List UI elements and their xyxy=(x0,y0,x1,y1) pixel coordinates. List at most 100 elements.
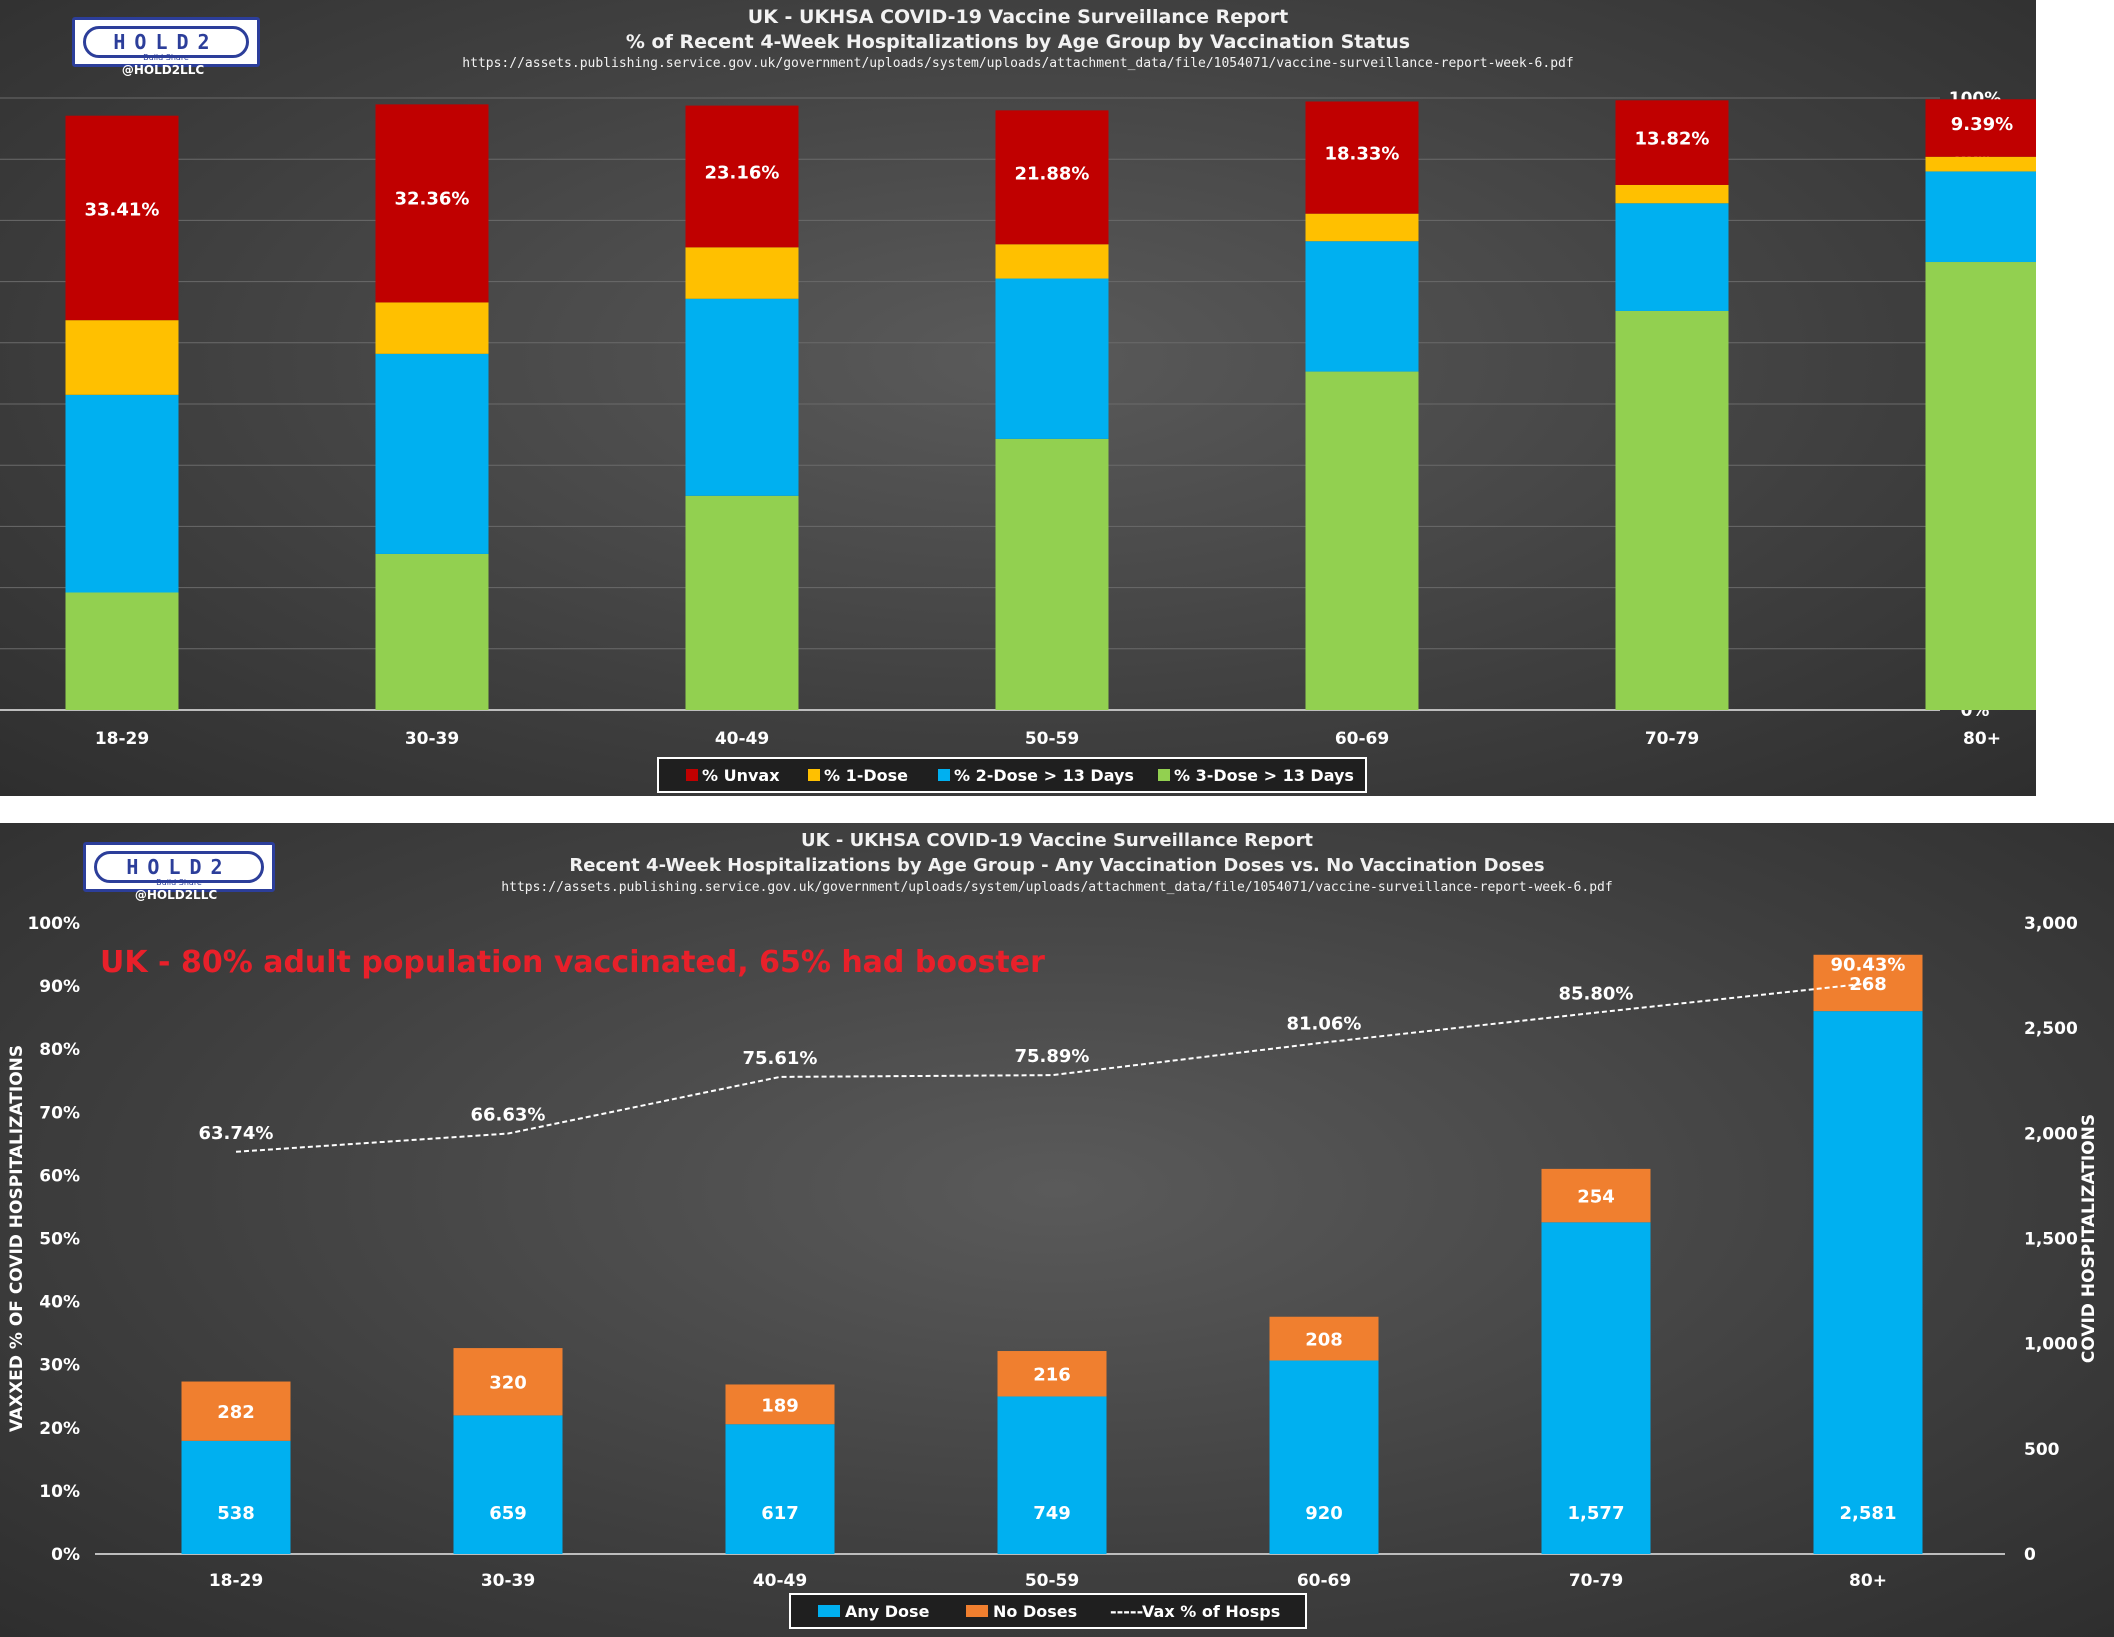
bar-segment xyxy=(375,353,489,554)
line-series-vax-percent xyxy=(235,982,1869,1153)
legend-swatch xyxy=(938,769,950,781)
data-label: 9.39% xyxy=(1951,114,2013,135)
stacked-bar-chart: 0%10%20%30%40%50%60%70%80%90%100%33.41%1… xyxy=(0,89,2036,793)
bar-segment-no-doses xyxy=(181,1381,291,1441)
bar-segment xyxy=(65,394,179,593)
bar-segment-no-doses xyxy=(1813,954,1923,1012)
legend-label: -----Vax % of Hosps xyxy=(1110,1602,1280,1621)
bar-segment xyxy=(995,244,1109,279)
logo-handle: @HOLD2LLC xyxy=(134,888,218,902)
bar-segment xyxy=(1615,100,1729,185)
y-right-tick-label: 500 xyxy=(2024,1440,2060,1460)
legend-label: Any Dose xyxy=(845,1602,930,1621)
data-label-any-dose: 659 xyxy=(489,1503,527,1524)
bar-segment-no-doses xyxy=(1541,1168,1651,1223)
data-label-any-dose: 920 xyxy=(1305,1503,1343,1524)
data-label: 18.33% xyxy=(1325,144,1400,165)
data-label-any-dose: 538 xyxy=(217,1503,255,1524)
legend-swatch xyxy=(686,769,698,781)
bar-segment xyxy=(65,592,179,710)
bar-segment xyxy=(375,553,489,710)
logo-handle: @HOLD2LLC xyxy=(121,63,205,77)
bar-segment xyxy=(1925,156,2036,172)
data-label: 13.82% xyxy=(1635,129,1710,150)
bar-segment xyxy=(375,104,489,303)
data-label-any-dose: 749 xyxy=(1033,1503,1071,1524)
bar-segment-no-doses xyxy=(725,1384,835,1425)
line-data-label: 63.74% xyxy=(199,1123,274,1144)
x-tick-label: 50-59 xyxy=(1025,1571,1079,1591)
line-data-label: 85.80% xyxy=(1559,984,1634,1005)
y-right-tick-label: 1,000 xyxy=(2024,1335,2078,1355)
bar-segment xyxy=(1305,241,1419,372)
x-tick-label: 50-59 xyxy=(1025,729,1079,749)
data-label-no-doses: 189 xyxy=(761,1395,799,1416)
legend-label: % 3-Dose > 13 Days xyxy=(1174,766,1354,785)
line-data-label: 66.63% xyxy=(471,1105,546,1126)
bar-segment xyxy=(1305,101,1419,214)
bar-segment-any-dose xyxy=(1541,1222,1651,1554)
y-right-tick-label: 1,500 xyxy=(2024,1230,2078,1250)
bar-segment xyxy=(1925,262,2036,710)
y-right-tick-label: 2,500 xyxy=(2024,1019,2078,1039)
legend-label: % Unvax xyxy=(702,766,780,785)
data-label-no-doses: 216 xyxy=(1033,1365,1071,1386)
x-tick-label: 30-39 xyxy=(481,1571,535,1591)
legend-box xyxy=(657,757,1367,793)
data-label-no-doses: 268 xyxy=(1849,974,1887,995)
bar-segment-any-dose xyxy=(725,1424,835,1554)
bar-segment xyxy=(1305,213,1419,242)
legend-swatch xyxy=(808,769,820,781)
data-label-no-doses: 254 xyxy=(1577,1187,1615,1208)
hold2-logo: HOLD2 Build Share xyxy=(83,842,275,892)
chart-title: UK - UKHSA COVID-19 Vaccine Surveillance… xyxy=(747,6,1289,28)
data-label: 33.41% xyxy=(85,200,160,221)
y-left-tick-label: 80% xyxy=(39,1040,80,1060)
bar-segment xyxy=(1925,171,2036,263)
bar-segment xyxy=(1615,203,1729,311)
x-tick-label: 40-49 xyxy=(753,1571,807,1591)
bar-segment-no-doses xyxy=(1269,1316,1379,1361)
bar-segment xyxy=(65,115,179,321)
legend-label: % 1-Dose xyxy=(824,766,908,785)
line-data-label: 75.89% xyxy=(1015,1046,1090,1067)
bar-segment-any-dose xyxy=(1269,1360,1379,1554)
x-tick-label: 80+ xyxy=(1849,1571,1887,1591)
x-tick-label: 60-69 xyxy=(1335,729,1389,749)
data-label: 21.88% xyxy=(1015,163,1090,184)
y-left-tick-label: 10% xyxy=(39,1482,80,1502)
source-url: https://assets.publishing.service.gov.uk… xyxy=(462,56,1574,71)
data-label-any-dose: 1,577 xyxy=(1568,1503,1625,1524)
data-label-any-dose: 617 xyxy=(761,1503,799,1524)
bar-segment xyxy=(995,278,1109,439)
legend-label: % 2-Dose > 13 Days xyxy=(954,766,1134,785)
legend-label: No Doses xyxy=(993,1602,1077,1621)
source-url: https://assets.publishing.service.gov.uk… xyxy=(501,880,1613,895)
y-left-tick-label: 20% xyxy=(39,1419,80,1439)
bar-segment-no-doses xyxy=(453,1348,563,1416)
x-tick-label: 18-29 xyxy=(95,729,149,749)
bar-segment xyxy=(995,110,1109,245)
line-data-label: 81.06% xyxy=(1287,1014,1362,1035)
y-left-tick-label: 70% xyxy=(39,1103,80,1123)
y-left-tick-label: 50% xyxy=(39,1230,80,1250)
bar-segment-any-dose xyxy=(181,1440,291,1554)
y-left-tick-label: 0% xyxy=(51,1545,80,1565)
bar-segment xyxy=(375,302,489,354)
bar-segment xyxy=(1305,371,1419,710)
bar-segment-any-dose xyxy=(997,1396,1107,1554)
annotation-text: UK - 80% adult population vaccinated, 65… xyxy=(100,945,1045,980)
bar-segment-any-dose xyxy=(1813,1011,1923,1554)
legend-swatch xyxy=(966,1605,988,1617)
data-label: 23.16% xyxy=(705,162,780,183)
y-right-tick-label: 3,000 xyxy=(2024,914,2078,934)
data-label-no-doses: 208 xyxy=(1305,1330,1343,1351)
bar-segment xyxy=(1615,184,1729,204)
y-right-tick-label: 0 xyxy=(2024,1545,2036,1565)
y-left-tick-label: 40% xyxy=(39,1293,80,1313)
x-tick-label: 60-69 xyxy=(1297,1571,1351,1591)
bar-segment-any-dose xyxy=(453,1415,563,1554)
line-data-label: 90.43% xyxy=(1831,954,1906,975)
x-tick-label: 70-79 xyxy=(1645,729,1699,749)
legend-swatch xyxy=(1158,769,1170,781)
